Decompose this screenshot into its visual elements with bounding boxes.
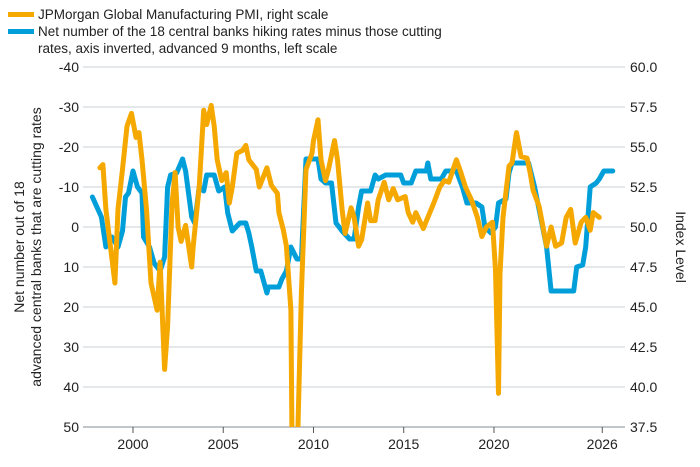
left-axis-label-line2: advanced central banks that are cutting … bbox=[28, 107, 44, 386]
right-tick-label: 60.0 bbox=[630, 59, 657, 75]
left-tick-label: 30 bbox=[63, 339, 79, 355]
x-tick-label: 2000 bbox=[117, 436, 148, 452]
right-axis-label: Index Level bbox=[673, 211, 689, 283]
right-tick-label: 52.5 bbox=[630, 179, 657, 195]
left-tick-label: 50 bbox=[63, 419, 79, 435]
right-tick-label: 37.5 bbox=[630, 419, 657, 435]
right-tick-label: 55.0 bbox=[630, 139, 657, 155]
left-tick-label: -10 bbox=[59, 179, 79, 195]
right-tick-label: 40.0 bbox=[630, 379, 657, 395]
right-tick-label: 42.5 bbox=[630, 339, 657, 355]
right-tick-label: 57.5 bbox=[630, 99, 657, 115]
left-axis-ticks: -40 -30 -20 -10 0 10 20 30 40 50 bbox=[59, 59, 79, 435]
left-tick-label: 40 bbox=[63, 379, 79, 395]
x-tick-label: 2026 bbox=[587, 436, 618, 452]
x-tick-label: 2020 bbox=[478, 436, 509, 452]
series-lines bbox=[89, 102, 616, 427]
legend-swatch-pmi bbox=[8, 12, 34, 17]
right-axis-ticks: 60.0 57.5 55.0 52.5 50.0 47.5 45.0 42.5 40.0 37.5 bbox=[630, 59, 657, 435]
x-tick-label: 2005 bbox=[208, 436, 239, 452]
right-tick-label: 50.0 bbox=[630, 219, 657, 235]
left-tick-label: -40 bbox=[59, 59, 79, 75]
left-tick-label: -20 bbox=[59, 139, 79, 155]
legend-item-pmi: JPMorgan Global Manufacturing PMI, right… bbox=[8, 6, 468, 23]
x-tick-label: 2015 bbox=[388, 436, 419, 452]
legend-swatch-central-banks bbox=[8, 29, 34, 34]
legend-label-pmi: JPMorgan Global Manufacturing PMI, right… bbox=[38, 7, 329, 22]
right-tick-label: 47.5 bbox=[630, 259, 657, 275]
x-tick-label: 2010 bbox=[298, 436, 329, 452]
legend-label-central-banks: Net number of the 18 central banks hikin… bbox=[38, 24, 442, 56]
left-tick-label: 10 bbox=[63, 259, 79, 275]
left-tick-label: -30 bbox=[59, 99, 79, 115]
right-tick-label: 45.0 bbox=[630, 299, 657, 315]
legend-item-central-banks: Net number of the 18 central banks hikin… bbox=[8, 23, 468, 57]
left-tick-label: 20 bbox=[63, 299, 79, 315]
legend: JPMorgan Global Manufacturing PMI, right… bbox=[8, 6, 468, 57]
series-line-pmi bbox=[97, 102, 602, 427]
x-axis-ticks: 2000 2005 2010 2015 2020 2026 bbox=[117, 427, 618, 452]
left-tick-label: 0 bbox=[71, 219, 79, 235]
left-axis-label-line1: Net number out of 18 bbox=[11, 181, 27, 313]
